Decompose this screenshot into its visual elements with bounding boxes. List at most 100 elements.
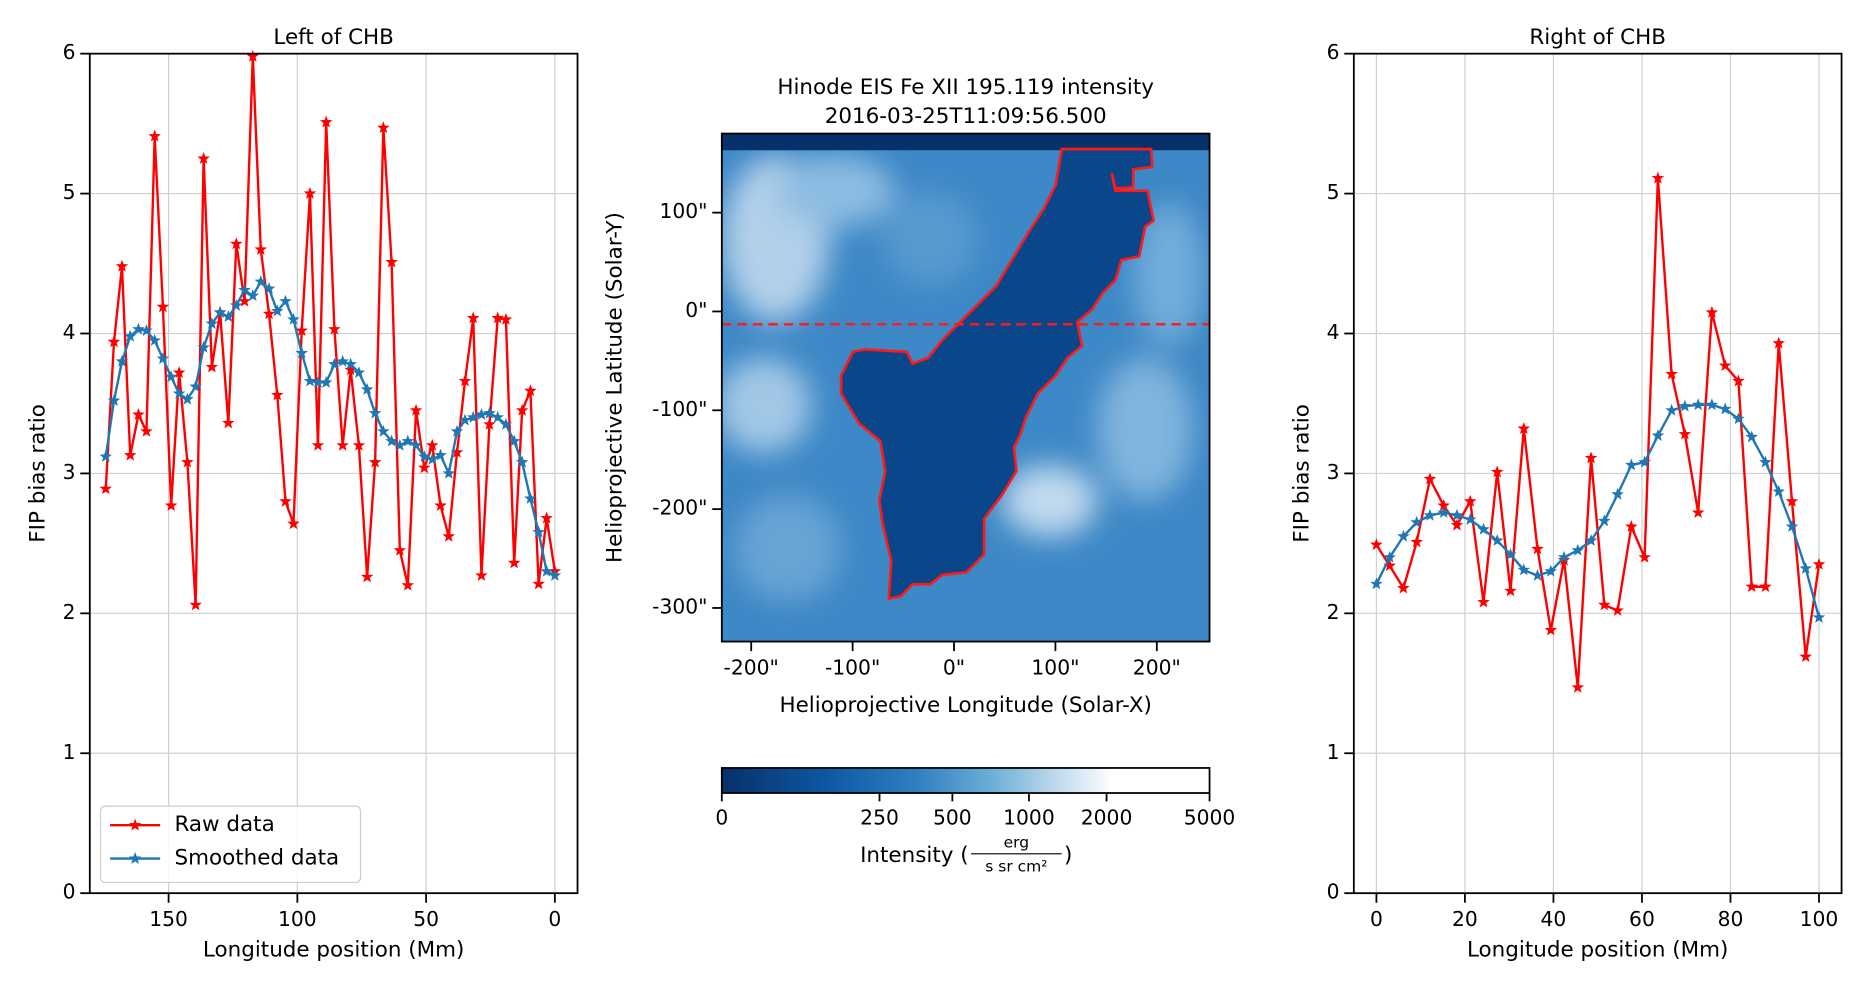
y-tick-label: 3 <box>63 460 76 484</box>
point-marker <box>99 482 112 495</box>
point-marker <box>262 307 276 320</box>
point-marker <box>1463 494 1477 507</box>
point-marker <box>1651 429 1665 441</box>
y-tick-label: 0 <box>63 880 76 904</box>
point-marker <box>1812 610 1826 623</box>
point-marker <box>1383 559 1396 572</box>
point-marker <box>319 375 333 388</box>
x-tick-label: 100 <box>278 907 317 931</box>
point-marker <box>1785 494 1799 507</box>
point-marker <box>1370 538 1383 551</box>
y-tick-label: 4 <box>1327 320 1340 344</box>
point-marker <box>1705 398 1719 411</box>
point-marker <box>189 598 202 611</box>
x-axis-label: Helioprojective Longitude (Solar-X) <box>779 693 1151 718</box>
point-marker <box>156 300 170 313</box>
point-marker <box>1745 430 1758 443</box>
coronal-hole-contour <box>839 147 1155 601</box>
x-tick-label: 60 <box>1629 907 1655 931</box>
point-marker <box>1611 487 1624 500</box>
point-marker <box>401 578 415 591</box>
x-tick-label: 0" <box>943 655 965 679</box>
point-marker <box>1463 513 1477 525</box>
point-marker <box>328 357 341 370</box>
point-marker <box>1732 412 1745 425</box>
point-marker <box>450 424 464 437</box>
point-marker <box>1584 534 1598 546</box>
point-marker <box>434 448 447 461</box>
point-marker <box>1745 580 1758 593</box>
point-marker <box>442 466 456 479</box>
axes-title: Left of CHB <box>273 25 394 50</box>
point-marker <box>442 529 456 542</box>
point-marker <box>385 434 398 447</box>
point-marker <box>132 408 145 420</box>
point-marker <box>466 410 480 423</box>
point-marker <box>1557 550 1571 563</box>
series-line <box>104 279 556 577</box>
colorbar <box>720 767 1211 794</box>
point-marker <box>1383 550 1396 563</box>
x-tick-label: 150 <box>149 907 188 931</box>
point-marker <box>164 370 178 383</box>
point-marker <box>434 499 447 511</box>
legend-box <box>99 805 362 884</box>
point-marker <box>515 455 529 468</box>
point-marker <box>115 259 129 272</box>
y-tick-label: 1 <box>1327 740 1340 764</box>
point-marker <box>246 49 260 62</box>
point-marker <box>303 374 317 387</box>
image-frame <box>720 132 1211 643</box>
series-line <box>1375 403 1821 618</box>
point-marker <box>336 354 349 367</box>
point-marker <box>409 438 423 451</box>
point-marker <box>107 335 121 348</box>
point-marker <box>140 424 153 437</box>
colorbar-tick-label: 250 <box>860 806 899 830</box>
point-marker <box>148 333 161 346</box>
x-tick-label: 80 <box>1718 907 1744 931</box>
point-marker <box>1450 518 1464 531</box>
point-marker <box>254 275 268 288</box>
intensity-image <box>721 133 1210 642</box>
point-marker <box>418 450 431 462</box>
x-tick-label: 0 <box>548 907 561 931</box>
point-marker <box>1678 399 1692 412</box>
y-tick-label: 6 <box>1327 40 1340 64</box>
point-marker <box>401 434 415 447</box>
point-marker <box>344 363 357 376</box>
axes-title: Hinode EIS Fe XII 195.119 intensity <box>777 75 1154 100</box>
point-marker <box>532 525 545 538</box>
point-marker <box>1651 171 1665 184</box>
point-marker <box>1691 398 1705 411</box>
point-marker <box>197 152 210 164</box>
point-marker <box>352 366 366 378</box>
axes-title: Right of CHB <box>1529 25 1666 50</box>
legend-marker <box>128 818 142 831</box>
point-marker <box>205 317 219 330</box>
point-marker <box>271 304 284 317</box>
point-marker <box>385 255 398 268</box>
x-tick-label: 100" <box>1031 655 1079 679</box>
point-marker <box>1544 564 1558 577</box>
point-marker <box>475 568 488 581</box>
y-tick-label: -100" <box>652 397 707 421</box>
point-marker <box>524 384 537 397</box>
point-marker <box>1504 584 1517 597</box>
point-marker <box>540 511 553 524</box>
point-marker <box>1772 336 1785 349</box>
point-marker <box>336 438 349 451</box>
point-marker <box>1571 680 1585 693</box>
point-marker <box>1638 550 1651 563</box>
point-marker <box>1490 465 1504 478</box>
point-marker <box>1665 367 1678 380</box>
point-marker <box>1410 535 1423 548</box>
point-marker <box>238 283 251 296</box>
x-axis-label: Longitude position (Mm) <box>203 937 464 962</box>
point-marker <box>344 357 357 370</box>
point-marker <box>230 298 243 311</box>
x-axis-label: Longitude position (Mm) <box>1467 937 1728 962</box>
point-marker <box>540 564 553 577</box>
point-marker <box>475 408 488 420</box>
